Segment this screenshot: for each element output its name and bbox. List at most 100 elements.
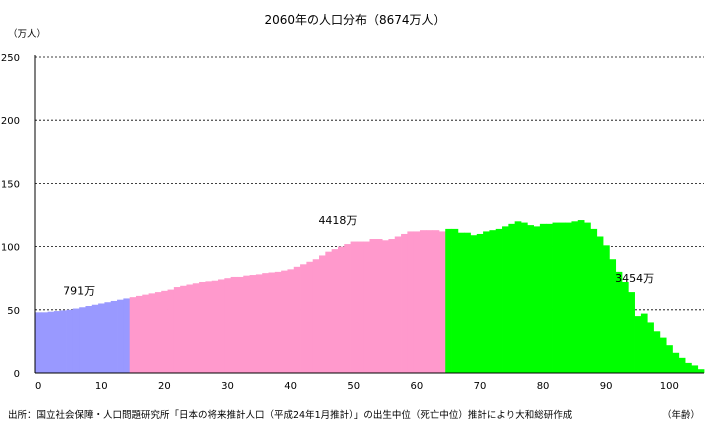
bar <box>584 222 591 373</box>
x-tick-label: 30 <box>221 381 234 392</box>
y-tick-label: 50 <box>7 306 20 317</box>
bar <box>691 365 699 373</box>
bar <box>401 233 408 373</box>
bar <box>104 302 112 373</box>
bar <box>60 310 67 373</box>
bar <box>388 239 396 373</box>
bar <box>72 308 80 373</box>
bar <box>363 241 370 373</box>
source-note: 出所：国立社会保障・人口問題研究所「日本の将来推計人口（平成24年1月推計）」の… <box>8 409 573 421</box>
bar <box>262 273 269 373</box>
chart-title: 2060年の人口分布（8674万人） <box>264 13 445 27</box>
x-tick-label: 50 <box>347 381 360 392</box>
bar <box>199 281 206 373</box>
bar <box>230 276 238 373</box>
bar <box>615 271 623 373</box>
bar <box>382 240 389 373</box>
x-tick-label: 60 <box>410 381 423 392</box>
bar <box>117 299 124 373</box>
bar <box>287 269 295 373</box>
bar <box>647 322 654 373</box>
bar <box>243 275 250 373</box>
bar <box>470 235 478 373</box>
bar <box>369 239 377 373</box>
bar <box>464 232 471 373</box>
bar <box>659 337 667 373</box>
bar <box>331 249 339 373</box>
bar <box>621 281 629 373</box>
bar <box>281 270 288 373</box>
bar <box>53 311 61 373</box>
group-total-label: 791万 <box>63 285 95 298</box>
bar <box>590 228 598 373</box>
bar <box>211 280 219 373</box>
bar <box>527 225 534 373</box>
bar <box>489 230 497 373</box>
bar <box>483 231 490 373</box>
bar <box>628 292 635 373</box>
bar <box>419 230 427 373</box>
bar <box>192 283 200 373</box>
x-tick-label: 90 <box>600 381 613 392</box>
bar <box>98 303 105 373</box>
y-tick-label: 200 <box>1 116 20 127</box>
x-tick-label: 10 <box>95 381 108 392</box>
bar <box>533 226 541 373</box>
bar <box>161 290 168 373</box>
bar <box>180 285 187 373</box>
bar <box>432 230 440 373</box>
group-total-labels: 791万 4418万 3454万 <box>63 214 654 298</box>
bar <box>356 241 364 373</box>
bar <box>413 231 421 373</box>
x-tick-label: 40 <box>284 381 297 392</box>
bar <box>154 292 162 373</box>
bar <box>148 293 156 373</box>
bar <box>697 369 705 373</box>
bar <box>596 236 604 373</box>
bars <box>35 220 705 373</box>
bar <box>672 352 680 373</box>
bar <box>325 251 333 373</box>
bar <box>457 232 465 373</box>
bar <box>426 230 434 373</box>
bar <box>255 274 263 373</box>
bar <box>319 255 326 373</box>
bar <box>445 228 452 373</box>
bar <box>502 226 509 373</box>
bar <box>205 281 213 373</box>
bar <box>558 222 566 373</box>
bar <box>293 266 301 373</box>
y-tick-label: 100 <box>1 243 20 254</box>
bar <box>186 284 194 373</box>
y-tick-label: 150 <box>1 179 20 190</box>
bar <box>375 239 383 373</box>
bar <box>236 276 244 373</box>
x-tick-label: 100 <box>660 381 679 392</box>
bar <box>407 231 415 373</box>
group-total-label: 3454万 <box>615 272 654 285</box>
group-total-label: 4418万 <box>318 214 357 227</box>
bar <box>577 220 585 373</box>
bar <box>438 231 446 373</box>
bar <box>218 279 225 373</box>
bar <box>249 275 257 373</box>
bar <box>173 287 181 373</box>
bar <box>337 246 345 373</box>
bar <box>394 236 402 373</box>
bar <box>609 259 617 373</box>
bar <box>476 233 484 373</box>
bar <box>123 298 131 373</box>
bar <box>110 300 118 373</box>
bar <box>274 271 282 373</box>
bar <box>344 244 351 373</box>
bar <box>603 245 610 373</box>
bar <box>47 311 55 373</box>
bar <box>300 264 307 373</box>
axes: 0 50 100 150 200 250 0 10 20 30 40 50 60 70 80 90 100 <box>1 53 704 392</box>
x-tick-label: 0 <box>35 381 41 392</box>
bar <box>546 223 553 373</box>
bar <box>539 223 547 373</box>
bar <box>571 221 579 373</box>
bar <box>514 221 522 373</box>
